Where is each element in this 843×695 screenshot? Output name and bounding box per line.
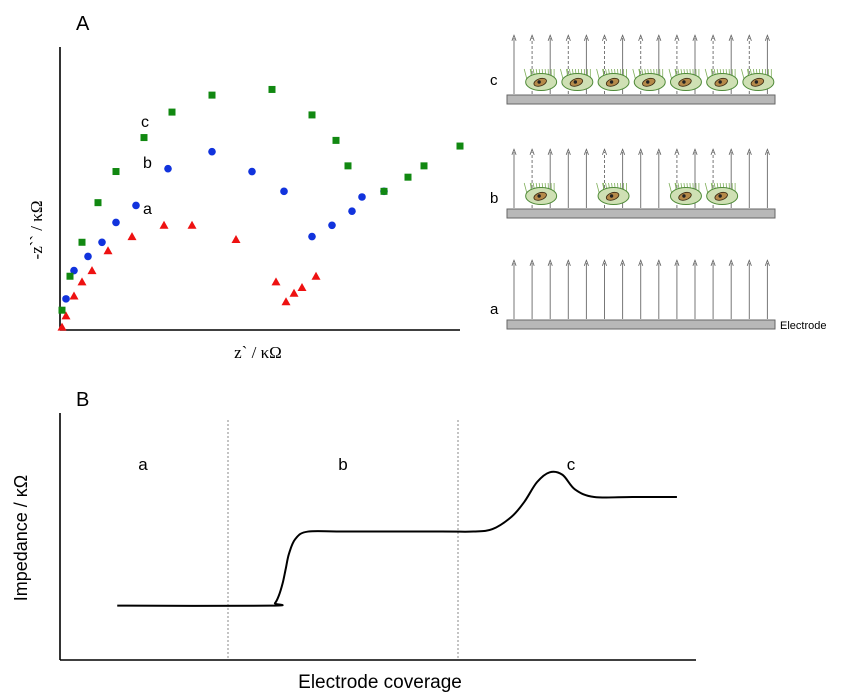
panel-a: A -z`` / κΩ z` / κΩ c b a	[27, 13, 464, 362]
cell-nucleolus	[609, 194, 614, 198]
cell-nucleolus	[537, 80, 541, 84]
point-b	[348, 207, 356, 215]
point-a	[297, 283, 307, 292]
point-c	[332, 136, 340, 144]
cell-nucleolus	[609, 80, 614, 84]
panel-a-x-axis-label: z` / κΩ	[234, 343, 282, 362]
curve-label-b: b	[143, 155, 152, 172]
point-b	[358, 193, 366, 201]
cell	[560, 68, 594, 91]
region-label-c: c	[567, 455, 576, 474]
electrode-a	[506, 319, 776, 330]
coverage-schematic: c b a Electrode	[490, 38, 826, 332]
cell	[596, 68, 630, 91]
panel-b-y-axis-label: Impedance / κΩ	[11, 475, 31, 602]
cell-nucleolus	[682, 80, 686, 84]
point-c	[344, 162, 352, 170]
point-c	[94, 199, 102, 207]
region-label-a: a	[138, 455, 148, 474]
panel-b: B Impedance / κΩ Electrode coverage a b …	[11, 389, 696, 693]
point-a	[289, 288, 299, 297]
row-label-a: a	[490, 301, 499, 318]
point-a	[187, 220, 197, 229]
point-c	[140, 134, 148, 142]
panel-b-label: B	[76, 389, 89, 411]
point-a	[57, 322, 67, 331]
point-a	[87, 266, 97, 275]
point-a	[127, 232, 137, 241]
point-c	[420, 162, 428, 170]
point-b	[328, 221, 336, 230]
point-c	[58, 306, 66, 314]
point-a	[77, 277, 87, 286]
cell-nucleolus	[682, 194, 686, 198]
panel-a-y-axis-label: -z`` / κΩ	[27, 201, 46, 260]
point-a	[271, 277, 281, 286]
cell-nucleolus	[646, 80, 650, 84]
point-b	[248, 167, 256, 176]
cell	[523, 68, 558, 91]
point-a	[69, 291, 79, 300]
electrode-b	[506, 208, 776, 219]
point-c	[404, 173, 412, 181]
cell	[668, 68, 702, 91]
point-a	[281, 297, 291, 306]
panel-b-x-axis-label: Electrode coverage	[298, 672, 462, 693]
impedance-curve	[117, 470, 677, 607]
curve-label-a: a	[143, 201, 152, 218]
cell	[704, 68, 739, 91]
panel-a-data-points	[57, 85, 464, 331]
cell	[523, 182, 558, 205]
point-b	[208, 147, 216, 156]
cell-nucleolus	[537, 194, 541, 198]
point-b	[132, 201, 140, 210]
electrode-label: Electrode	[780, 320, 826, 332]
cell	[632, 68, 666, 91]
point-a	[103, 246, 113, 255]
point-c	[308, 111, 316, 119]
point-b	[280, 187, 288, 196]
cell-nucleolus	[718, 80, 722, 84]
point-c	[380, 187, 388, 195]
point-c	[66, 272, 74, 280]
cell	[741, 68, 775, 91]
panel-a-label: A	[76, 13, 90, 35]
point-b	[308, 232, 316, 241]
cell-nucleolus	[754, 80, 759, 84]
point-c	[268, 85, 276, 93]
point-b	[70, 266, 78, 275]
cell	[704, 182, 739, 205]
curve-label-c: c	[141, 114, 149, 131]
point-a	[311, 271, 321, 280]
point-c	[456, 142, 464, 150]
point-c	[208, 91, 216, 99]
point-c	[112, 168, 120, 176]
electrode-c	[506, 94, 776, 105]
point-c	[168, 108, 176, 116]
region-label-b: b	[338, 455, 347, 474]
cell	[668, 182, 702, 205]
row-label-c: c	[490, 72, 498, 89]
point-b	[112, 218, 120, 227]
point-a	[231, 234, 241, 243]
point-a	[61, 311, 71, 320]
cell-layer	[523, 68, 775, 205]
point-b	[84, 252, 92, 261]
cell-nucleolus	[573, 80, 578, 84]
point-b	[98, 238, 106, 247]
point-c	[78, 238, 86, 246]
point-b	[164, 164, 172, 173]
point-a	[159, 220, 169, 229]
cell	[596, 182, 630, 205]
cell-nucleolus	[718, 194, 722, 198]
point-b	[62, 295, 70, 303]
row-label-b: b	[490, 190, 498, 207]
